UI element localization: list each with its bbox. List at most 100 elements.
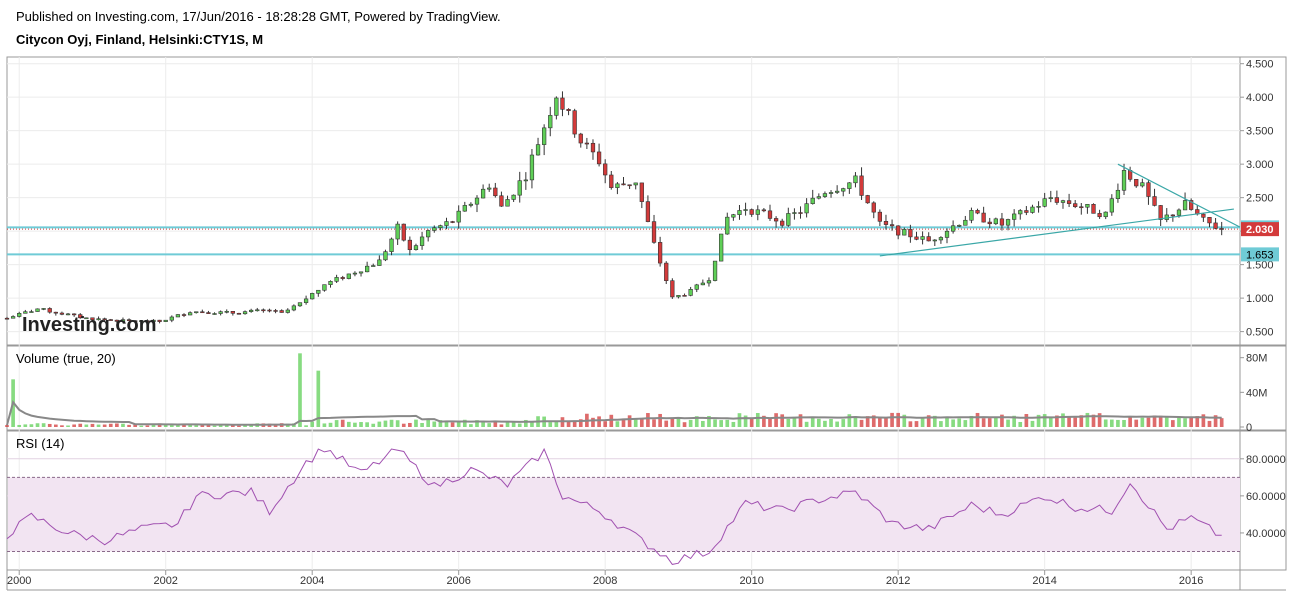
volume-bar [902, 414, 907, 427]
volume-bar [646, 413, 650, 427]
candle-body [206, 312, 211, 314]
volume-bar [847, 414, 852, 427]
volume-bar [951, 419, 955, 427]
candle-body [1012, 213, 1017, 220]
candle-body [1115, 189, 1121, 199]
candle-body [419, 236, 425, 246]
volume-bar [115, 423, 119, 427]
volume-bar [1030, 420, 1035, 427]
candle-body [810, 197, 815, 204]
candle-body [230, 311, 235, 314]
volume-bar [890, 412, 894, 427]
volume-bar [1189, 417, 1193, 427]
candle-body [218, 311, 223, 314]
volume-bar [121, 423, 125, 427]
volume-bar [84, 424, 89, 427]
volume-bar [798, 414, 803, 427]
volume-bar [652, 419, 656, 427]
candle-body [456, 210, 461, 223]
volume-bar [1097, 413, 1102, 427]
volume-bar [1116, 419, 1120, 427]
candle-body [291, 305, 297, 311]
volume-tick-label: 0 [1246, 422, 1252, 434]
price-tick-label: 2.500 [1246, 193, 1274, 205]
volume-bar [896, 412, 901, 427]
candle-body [737, 210, 742, 215]
volume-bar [456, 422, 461, 427]
candle-body [310, 293, 315, 300]
candle-body [902, 229, 907, 236]
candle-body [566, 109, 571, 111]
candles [4, 91, 1224, 324]
volume-bar [810, 417, 815, 427]
symbol-title: Citycon Oyj, Finland, Helsinki:CTY1S, M [16, 32, 264, 47]
volume-bar [200, 425, 205, 427]
candle-body [41, 308, 46, 310]
volume-bar [1012, 415, 1016, 427]
volume-bar [804, 421, 809, 427]
candle-body [1073, 203, 1078, 208]
time-tick-label: 2010 [739, 575, 763, 587]
volume-bar [365, 422, 369, 427]
candle-body [664, 262, 669, 281]
candle-body [474, 197, 480, 205]
candle-body [432, 227, 437, 231]
candle-body [151, 319, 156, 323]
candle-body [1109, 198, 1114, 213]
volume-bar [963, 420, 968, 427]
volume-bar [231, 425, 235, 427]
volume-bar [1146, 417, 1151, 427]
volume-bar [218, 424, 223, 427]
volume-bar [1061, 413, 1065, 427]
volume-bar [865, 416, 870, 427]
volume-bar [450, 422, 455, 427]
trendline [1117, 163, 1241, 228]
volume-bar [304, 425, 308, 427]
candle-body [1213, 222, 1218, 229]
volume-bar [994, 417, 998, 427]
candle-body [621, 183, 626, 186]
candle-body [65, 313, 71, 316]
volume-bar [1079, 415, 1084, 427]
volume-bar [853, 416, 858, 427]
volume-bar [298, 353, 302, 427]
candle-body [725, 216, 730, 235]
volume-bar [1128, 416, 1132, 427]
volume-bar [249, 425, 253, 427]
volume-bar [1122, 419, 1126, 427]
candle-body [700, 282, 705, 286]
volume-bar [511, 422, 516, 427]
candle-body [950, 225, 956, 232]
candle-body [157, 319, 162, 322]
investing-watermark: Investing.com [22, 314, 156, 336]
volume-bar [829, 418, 833, 427]
volume-title: Volume (true, 20) [16, 351, 116, 366]
candle-body [761, 209, 767, 212]
volume-bar [786, 418, 791, 427]
candle-body [542, 127, 547, 145]
candle-body [273, 310, 278, 312]
volume-bar [774, 413, 778, 427]
volume-bar [72, 424, 76, 427]
volume-bar [316, 370, 321, 427]
candle-body [957, 224, 962, 227]
candle-body [529, 154, 535, 181]
candle-body [584, 142, 590, 145]
candle-body [163, 319, 168, 322]
volume-bar [957, 418, 962, 427]
candle-body [450, 221, 455, 223]
volume-bar [17, 424, 22, 427]
candle-body [1030, 206, 1035, 213]
volume-bar [1171, 420, 1175, 427]
candle-body [871, 202, 876, 213]
candle-body [1207, 216, 1212, 224]
volume-bars [5, 353, 1224, 427]
volume-bar [1036, 414, 1041, 427]
candle-body [609, 174, 614, 188]
volume-bar [1140, 417, 1145, 427]
candle-body [835, 190, 840, 193]
candle-body [102, 318, 107, 320]
volume-bar [597, 416, 601, 427]
volume-bar [969, 415, 974, 427]
